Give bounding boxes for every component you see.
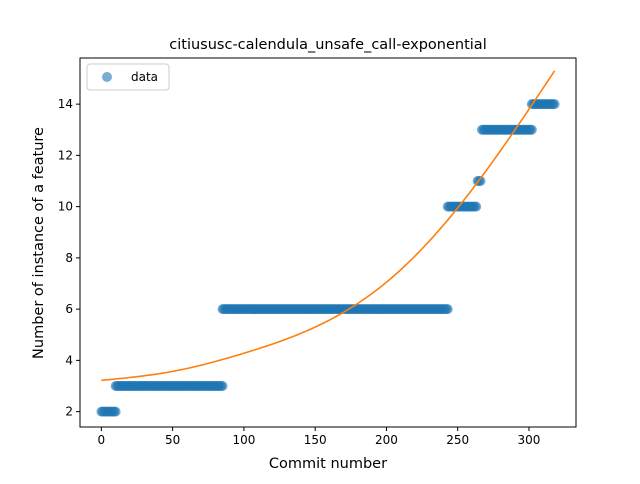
y-axis: 2 4 6 8 10 12 14 — [58, 97, 80, 419]
data-point — [110, 406, 121, 417]
y-tick-label: 6 — [65, 302, 73, 316]
y-axis-label: Number of instance of a feature — [31, 127, 47, 359]
legend-marker-data — [102, 72, 112, 82]
x-tick-label: 150 — [304, 433, 327, 447]
legend: data — [86, 63, 170, 91]
x-tick-label: 300 — [518, 433, 541, 447]
data-point — [549, 99, 560, 110]
y-tick-label: 8 — [65, 251, 73, 265]
fit-line — [101, 70, 556, 382]
legend-label-data: data — [131, 70, 158, 84]
data-point — [442, 304, 453, 315]
data-point — [471, 201, 482, 212]
x-tick-label: 100 — [232, 433, 255, 447]
x-axis-label: Commit number — [269, 456, 387, 472]
y-tick-label: 2 — [65, 405, 73, 419]
y-tick-label: 12 — [58, 148, 73, 162]
x-tick-label: 250 — [446, 433, 469, 447]
y-tick-label: 4 — [65, 353, 73, 367]
chart-title: citiususc-calendula_unsafe_call-exponent… — [169, 37, 486, 53]
x-tick-label: 0 — [98, 433, 106, 447]
plot-area — [96, 70, 560, 417]
plot-frame — [79, 57, 577, 428]
x-axis: 0 50 100 150 200 250 300 — [98, 427, 541, 447]
y-tick-label: 14 — [58, 97, 73, 111]
data-point — [475, 176, 486, 186]
x-tick-label: 50 — [165, 433, 180, 447]
legend-box — [86, 63, 170, 91]
data-point — [526, 124, 537, 135]
x-tick-label: 200 — [375, 433, 398, 447]
y-tick-label: 10 — [58, 200, 73, 214]
data-point — [217, 381, 228, 391]
